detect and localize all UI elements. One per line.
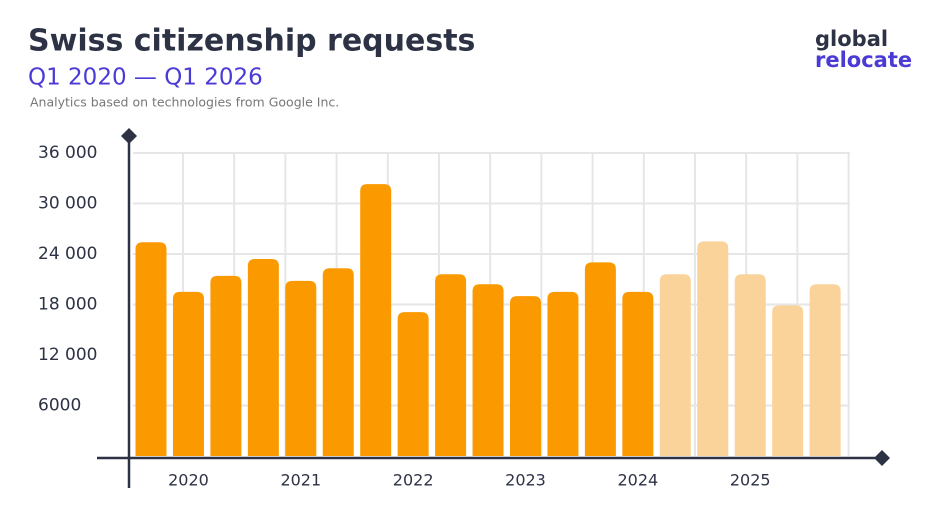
bar bbox=[547, 291, 579, 456]
bar bbox=[622, 291, 654, 456]
bar bbox=[397, 312, 429, 456]
bar bbox=[210, 275, 242, 456]
logo-bottom: relocate bbox=[815, 48, 912, 72]
x-tick-label: 2025 bbox=[730, 471, 771, 490]
bar bbox=[734, 274, 766, 456]
chart-subtitle: Q1 2020 — Q1 2026 bbox=[28, 65, 263, 91]
bar bbox=[247, 259, 279, 456]
y-tick-label: 6000 bbox=[38, 396, 81, 416]
x-tick-label: 2021 bbox=[280, 471, 321, 490]
x-tick-label: 2020 bbox=[168, 471, 209, 490]
chart-title: Swiss citizenship requests bbox=[28, 24, 475, 59]
x-tick-label: 2024 bbox=[617, 471, 658, 490]
y-tick-label: 36 000 bbox=[38, 143, 97, 163]
bar bbox=[360, 184, 392, 456]
y-tick-label: 24 000 bbox=[38, 244, 97, 264]
bar bbox=[172, 291, 204, 456]
bar bbox=[584, 262, 616, 456]
bar bbox=[809, 284, 841, 456]
x-tick-label: 2022 bbox=[393, 471, 434, 490]
x-axis-arrow bbox=[874, 450, 890, 466]
y-axis-arrow bbox=[121, 128, 137, 144]
bar bbox=[472, 284, 504, 456]
x-tick-label: 2023 bbox=[505, 471, 546, 490]
bar bbox=[659, 274, 691, 456]
y-tick-label: 30 000 bbox=[38, 194, 97, 214]
bar bbox=[135, 242, 167, 456]
bar bbox=[435, 274, 467, 456]
bar bbox=[697, 241, 729, 456]
y-tick-label: 12 000 bbox=[38, 345, 97, 365]
bar bbox=[510, 296, 541, 456]
y-tick-label: 18 000 bbox=[38, 295, 97, 315]
note: Analytics based on technologies from Goo… bbox=[30, 95, 339, 110]
bar bbox=[772, 305, 804, 456]
bar bbox=[322, 268, 354, 456]
bar bbox=[285, 280, 317, 456]
logo-top: global bbox=[815, 27, 888, 51]
